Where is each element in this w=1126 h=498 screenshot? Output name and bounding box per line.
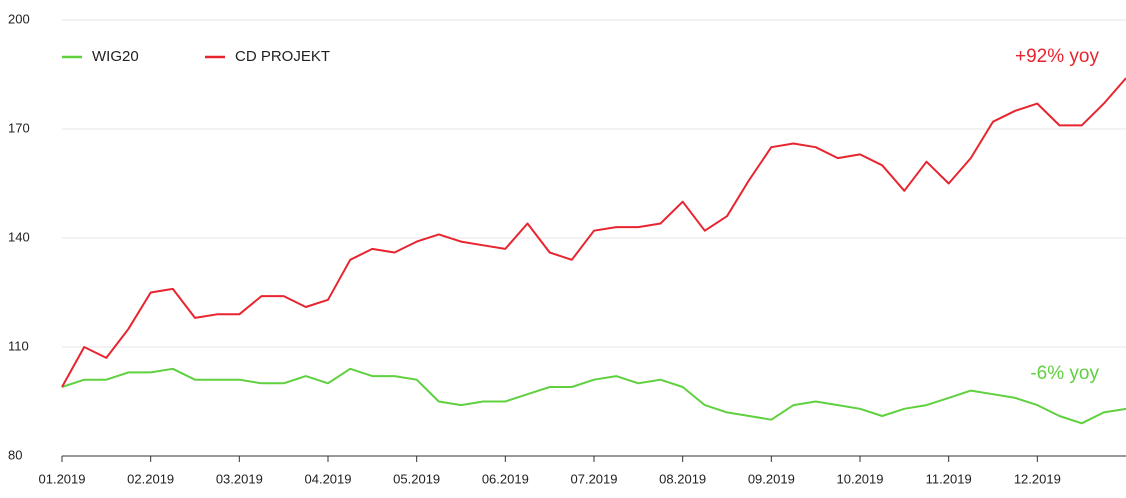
series-line [61,77,1126,388]
x-tick-label: 03.2019 [216,471,263,486]
legend-label: WIG20 [92,48,139,65]
annotation: +92% yoy [1015,46,1099,67]
annotation: -6% yoy [1030,363,1099,384]
legend-label: CD PROJEKT [235,48,330,65]
x-tick-label: 12.2019 [1014,471,1061,486]
x-tick-label: 07.2019 [571,471,618,486]
y-tick-label: 200 [8,11,30,26]
x-tick-label: 11.2019 [926,471,972,486]
x-tick-label: 04.2019 [305,471,352,486]
y-tick-label: 110 [8,338,29,353]
x-tick-label: 02.2019 [127,471,174,486]
series-line [61,367,1126,425]
y-tick-label: 140 [8,229,30,244]
x-tick-label: 10.2019 [837,471,884,486]
x-tick-label: 06.2019 [482,471,529,486]
x-tick-label: 01.2019 [39,471,86,486]
x-tick-label: 09.2019 [748,471,795,486]
y-tick-label: 170 [8,120,30,135]
x-tick-label: 08.2019 [659,471,706,486]
x-tick-label: 05.2019 [393,471,440,486]
y-tick-label: 80 [8,447,22,462]
